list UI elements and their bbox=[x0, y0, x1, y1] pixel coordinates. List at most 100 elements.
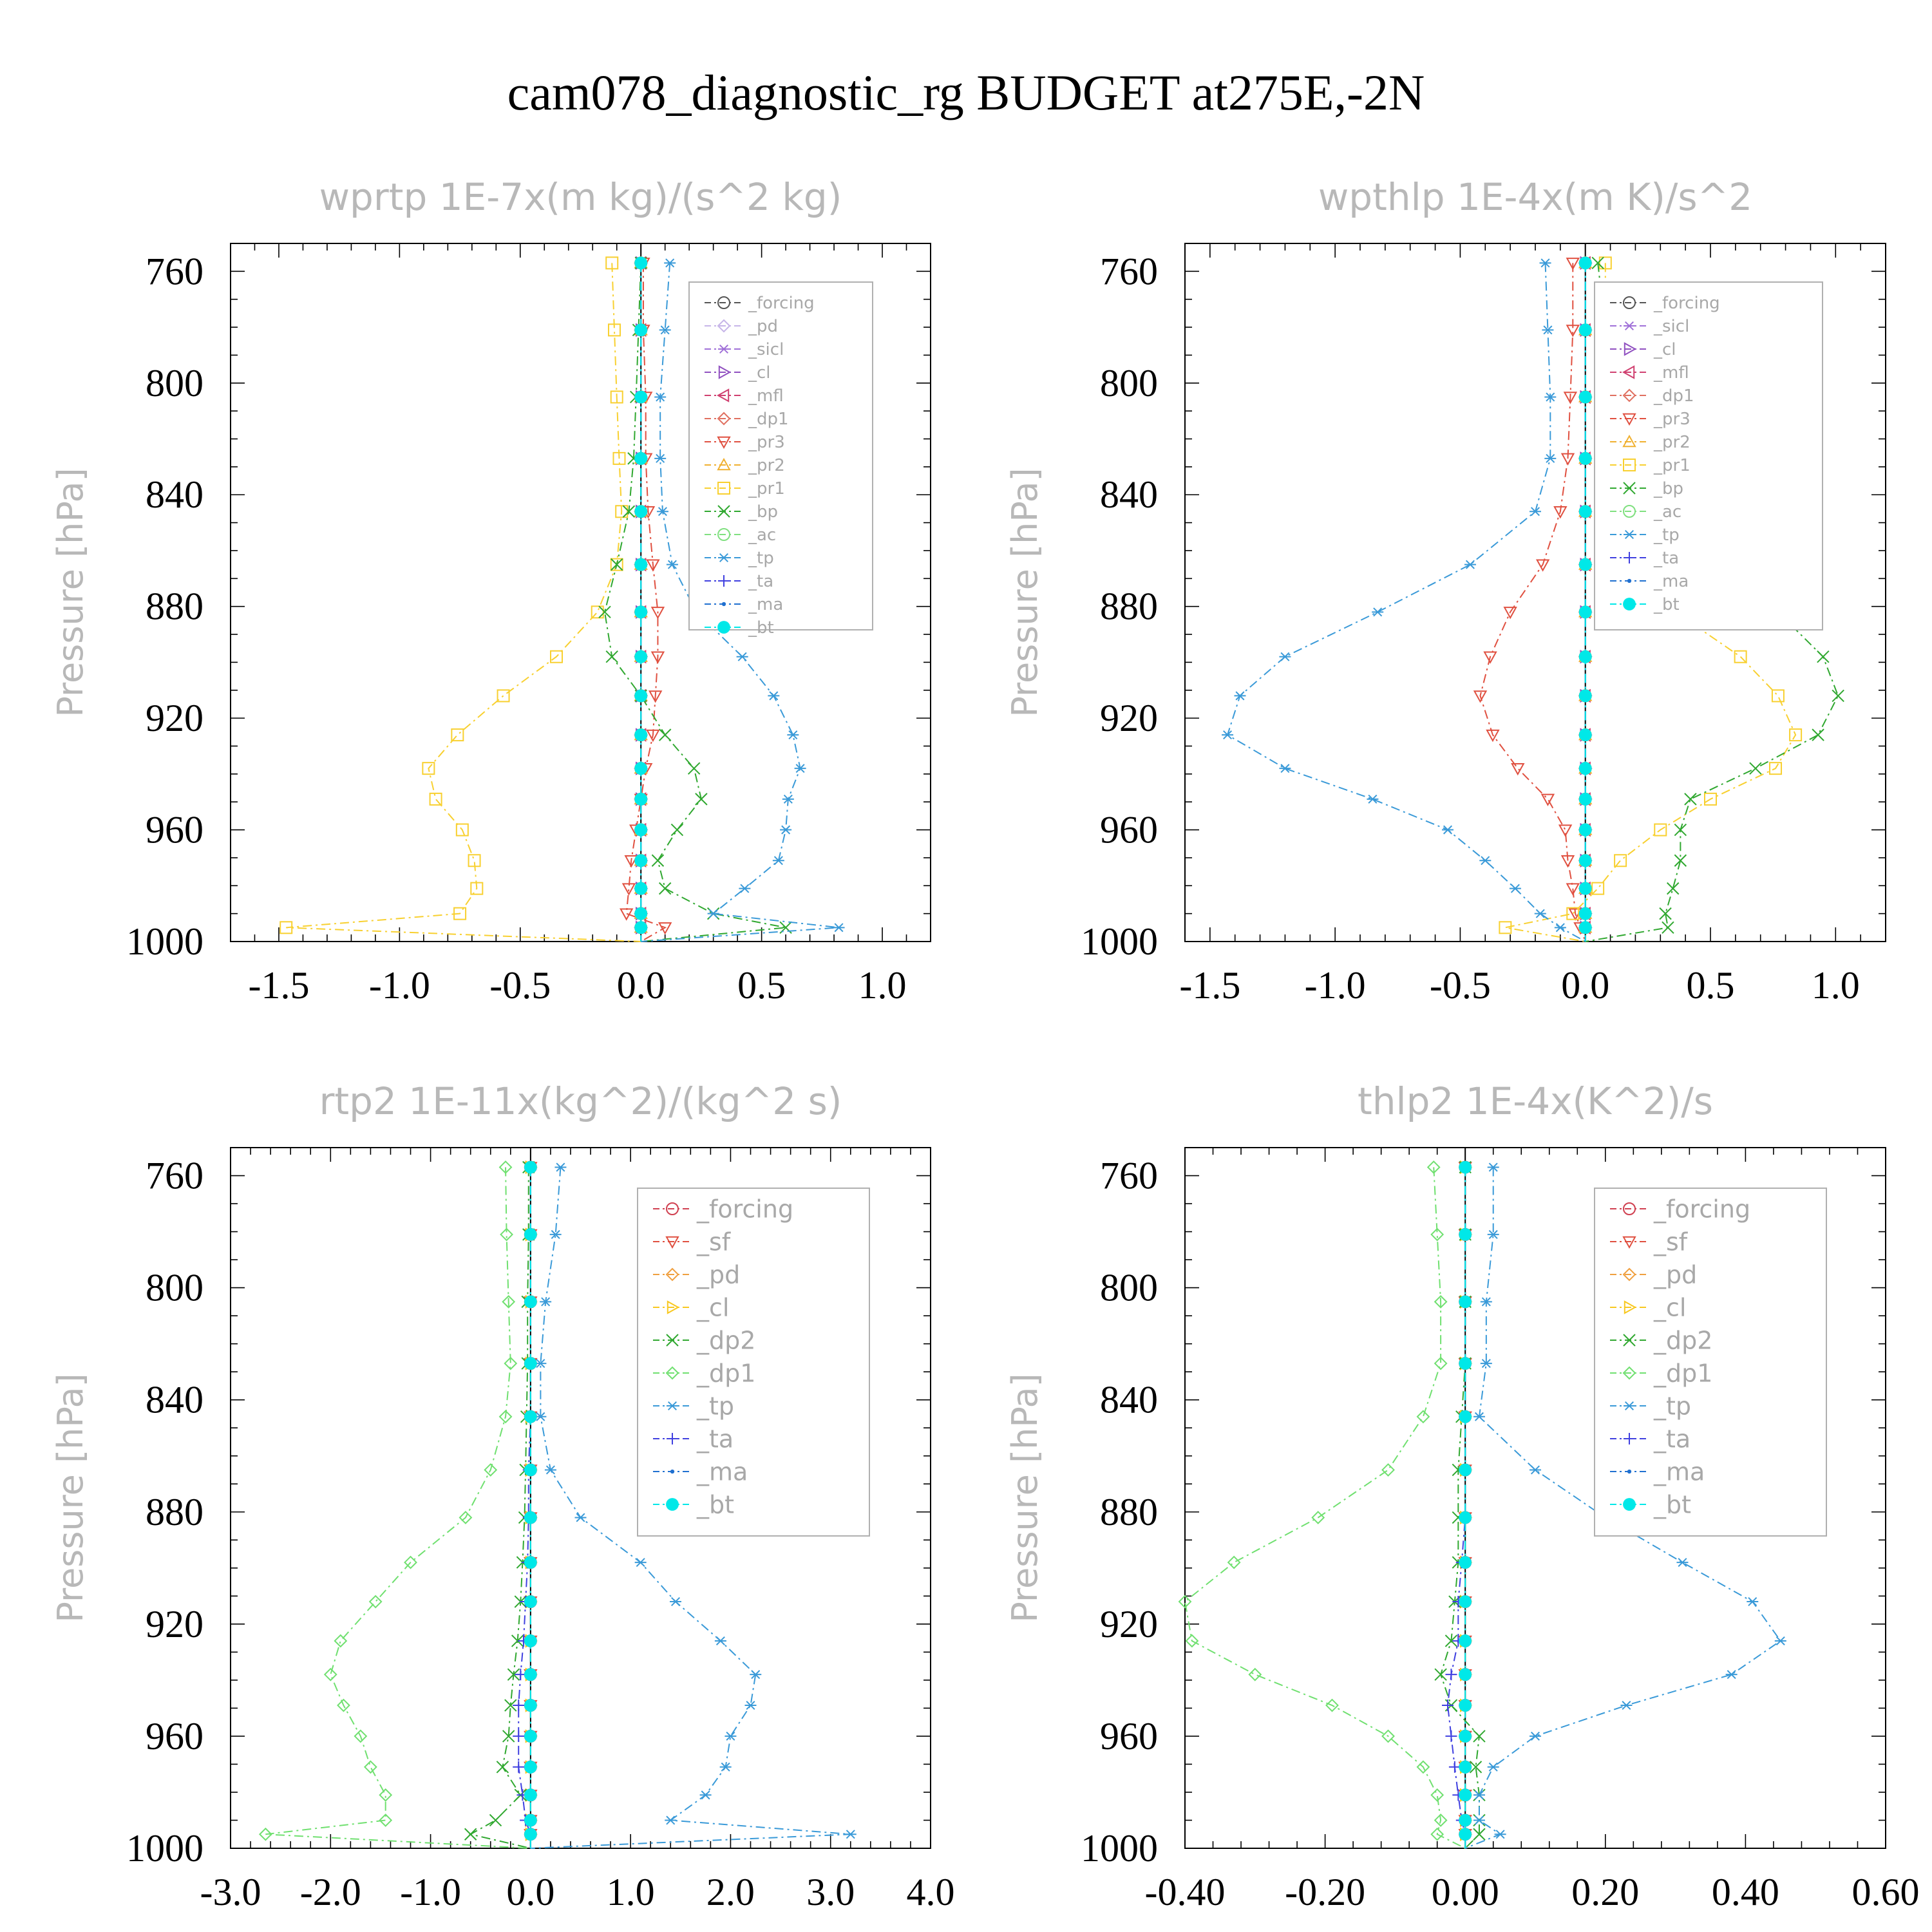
data-point bbox=[1620, 1701, 1633, 1710]
data-point bbox=[1459, 1463, 1472, 1477]
data-point bbox=[1530, 1731, 1541, 1741]
legend-label: _ta bbox=[1653, 549, 1679, 568]
legend-label: _tp bbox=[1653, 526, 1680, 545]
data-point bbox=[1540, 793, 1555, 806]
legend-label: _dp1 bbox=[1653, 1359, 1712, 1387]
data-point bbox=[650, 651, 665, 664]
data-point bbox=[611, 558, 623, 571]
legend: _forcing _sf _pd _cl _dp2 _dp1 _tp _ta _ma _bt bbox=[1594, 1188, 1827, 1537]
legend-marker bbox=[666, 1498, 679, 1511]
data-point bbox=[544, 1465, 556, 1475]
data-point bbox=[670, 823, 684, 837]
data-point bbox=[1563, 392, 1578, 404]
legend-label: _dp1 bbox=[696, 1359, 755, 1387]
data-point bbox=[1676, 1558, 1689, 1567]
data-point bbox=[665, 1815, 677, 1825]
legend-marker bbox=[1623, 505, 1636, 518]
series-tp bbox=[530, 1162, 857, 1849]
chart-panel-1: wprtp 1E-7x(m kg)/(s^2 kg) Pressure [hPa]… bbox=[50, 175, 931, 1007]
data-point bbox=[634, 792, 648, 806]
x-tick-label: 4.0 bbox=[907, 1871, 955, 1913]
data-point bbox=[634, 650, 648, 663]
y-tick-label: 960 bbox=[1100, 1715, 1158, 1757]
legend-marker bbox=[1624, 552, 1635, 564]
x-tick-label: -3.0 bbox=[200, 1871, 261, 1913]
data-point bbox=[739, 884, 751, 893]
data-point bbox=[1539, 258, 1551, 268]
data-point bbox=[1725, 1670, 1738, 1680]
y-tick-label: 880 bbox=[146, 1491, 204, 1533]
data-point bbox=[780, 825, 792, 835]
y-tick-label: 840 bbox=[1100, 473, 1158, 516]
legend-label: _ta bbox=[696, 1425, 734, 1453]
x-tick-label: 0.0 bbox=[506, 1871, 554, 1913]
legend-label: _forcing bbox=[1653, 1195, 1750, 1223]
legend-label: _sicl bbox=[1653, 317, 1689, 336]
legend-label: _dp1 bbox=[748, 410, 789, 429]
legend-label: _bp bbox=[1653, 479, 1683, 498]
legend-box bbox=[688, 281, 873, 630]
data-point bbox=[622, 505, 636, 518]
legend: _forcing _pd _sicl _cl _mfl _dp1 _pr3 _pr2 _pr1 _… bbox=[688, 281, 873, 638]
data-point bbox=[549, 1229, 562, 1239]
legend-box bbox=[1594, 1188, 1827, 1537]
x-tick-label: -0.5 bbox=[489, 964, 551, 1007]
legend-label: _forcing bbox=[1653, 294, 1720, 313]
legend-marker bbox=[718, 553, 730, 563]
data-point bbox=[1578, 558, 1592, 571]
series-bt bbox=[634, 256, 648, 942]
y-tick-label: 840 bbox=[146, 473, 204, 516]
data-point bbox=[658, 728, 672, 741]
legend-marker bbox=[1623, 1334, 1636, 1347]
series-pr3 bbox=[1473, 258, 1587, 942]
data-point bbox=[658, 922, 672, 935]
data-point bbox=[1535, 559, 1550, 572]
data-point bbox=[1684, 793, 1697, 806]
data-point bbox=[1473, 690, 1488, 703]
data-point bbox=[1554, 923, 1566, 933]
data-point bbox=[1459, 1760, 1472, 1774]
legend-marker bbox=[1624, 529, 1635, 540]
legend-marker bbox=[1624, 1433, 1635, 1444]
data-point bbox=[1578, 921, 1592, 934]
data-point bbox=[634, 728, 648, 742]
data-point bbox=[844, 1830, 857, 1839]
legend-marker bbox=[718, 365, 732, 379]
legend-label: _pd bbox=[748, 317, 778, 336]
data-point bbox=[524, 1295, 537, 1309]
legend-marker bbox=[717, 319, 731, 333]
data-point bbox=[1234, 691, 1246, 701]
data-point bbox=[1591, 256, 1604, 270]
data-point bbox=[621, 883, 636, 896]
legend-label: _pr2 bbox=[748, 456, 785, 475]
data-point bbox=[554, 1162, 567, 1172]
x-tick-label: 0.20 bbox=[1571, 1871, 1639, 1913]
series-line bbox=[603, 263, 786, 942]
data-point bbox=[1372, 607, 1384, 617]
x-tick-label: 1.0 bbox=[607, 1871, 655, 1913]
data-point bbox=[1769, 762, 1783, 775]
data-point bbox=[1674, 823, 1687, 837]
data-point bbox=[1227, 1555, 1241, 1569]
series-tp bbox=[1464, 1162, 1786, 1849]
data-point bbox=[1749, 762, 1762, 775]
y-tick-label: 1000 bbox=[126, 1827, 204, 1870]
data-point bbox=[1434, 1356, 1448, 1370]
data-point bbox=[634, 882, 648, 895]
y-tick-label: 960 bbox=[146, 809, 204, 851]
data-point bbox=[634, 1558, 647, 1567]
legend-marker bbox=[665, 1236, 679, 1249]
legend-label: _cl bbox=[748, 363, 771, 383]
series-line bbox=[265, 1167, 531, 1849]
data-point bbox=[1494, 1830, 1506, 1839]
data-point bbox=[1503, 607, 1517, 620]
data-point bbox=[591, 605, 604, 619]
legend-marker bbox=[717, 505, 730, 518]
legend-box bbox=[1594, 281, 1823, 630]
data-point bbox=[634, 323, 648, 337]
data-point bbox=[1279, 764, 1291, 773]
data-point bbox=[724, 1731, 737, 1741]
legend-label: _ma bbox=[748, 595, 783, 614]
data-point bbox=[670, 1597, 682, 1607]
series-line bbox=[1446, 1167, 1466, 1848]
